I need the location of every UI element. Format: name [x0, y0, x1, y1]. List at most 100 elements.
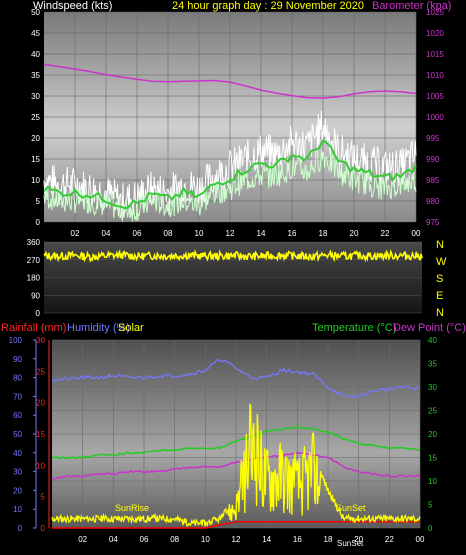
humidity-ytick-label: 80 [13, 374, 22, 383]
sunset-label: SunSet [336, 503, 366, 513]
compass-label: E [436, 290, 443, 302]
wind-xtick-label: 08 [164, 229, 173, 238]
rain-ytick-label: 25 [36, 367, 45, 376]
direction-ytick-label: 180 [27, 274, 41, 283]
wind-mean-series [43, 138, 417, 210]
humidity-ytick-label: 10 [13, 505, 22, 514]
temperature-series [51, 425, 421, 460]
humidity-ytick-label: 70 [13, 392, 22, 401]
temperature-ytick-label: 20 [428, 430, 437, 439]
wind-xtick-label: 18 [319, 229, 328, 238]
temperature-ytick-label: 25 [428, 407, 437, 416]
compass-label: S [436, 273, 443, 285]
sunset-axis-label: SunSet [337, 539, 364, 548]
wind-y-axis: 0 5 10 15 20 25 30 35 40 45 50 [31, 8, 40, 227]
direction-grid [44, 241, 422, 314]
date-title: 24 hour graph day : 29 November 2020 [172, 0, 364, 12]
barometer-ytick-label: 975 [426, 218, 440, 227]
wind-title: Windspeed (kts) [33, 0, 112, 12]
wind-xtick-label: 02 [71, 229, 80, 238]
bottom-xtick-label: 00 [416, 535, 425, 544]
temperature-title: Temperature (°C) [312, 322, 396, 334]
rain-ytick-label: 10 [36, 461, 45, 470]
barometer-ytick-label: 1015 [426, 50, 444, 59]
humidity-ytick-label: 50 [13, 430, 22, 439]
temperature-ytick-label: 5 [428, 501, 433, 510]
direction-series [43, 248, 423, 263]
barometer-title: Barometer (kpa) [372, 0, 451, 12]
temperature-y-axis: 0 5 10 15 20 25 30 35 40 [428, 336, 437, 533]
wind-xtick-label: 20 [350, 229, 359, 238]
bottom-xtick-label: 18 [324, 535, 333, 544]
humidity-ytick-label: 0 [18, 524, 23, 533]
wind-ytick-label: 50 [31, 8, 40, 17]
barometer-ytick-label: 985 [426, 176, 440, 185]
compass-label: W [436, 256, 447, 268]
barometer-y-axis: 975 980 985 990 995 1000 1005 1010 1015 1020 1025 [426, 8, 444, 227]
humidity-ytick-label: 90 [13, 355, 22, 364]
wind-xtick-label: 16 [288, 229, 297, 238]
solar-title: Solar [118, 322, 144, 334]
wind-xtick-label: 14 [257, 229, 266, 238]
wind-xtick-label: 10 [195, 229, 204, 238]
temperature-ytick-label: 0 [428, 524, 433, 533]
bottom-series [51, 358, 421, 529]
wind-direction-series [43, 248, 423, 263]
temperature-ytick-label: 40 [428, 336, 437, 345]
rain-ytick-label: 5 [41, 493, 46, 502]
wind-xtick-label: 22 [381, 229, 390, 238]
humidity-y-axis: 0 10 20 30 40 50 60 70 80 90 100 [9, 336, 36, 533]
bottom-xtick-label: 04 [109, 535, 118, 544]
wind-ytick-label: 35 [31, 71, 40, 80]
bottom-xtick-label: 22 [385, 535, 394, 544]
wind-ytick-label: 0 [36, 218, 41, 227]
wind-average-series [43, 149, 417, 222]
humidity-ytick-label: 30 [13, 468, 22, 477]
barometer-ytick-label: 980 [426, 197, 440, 206]
compass-label: N [436, 239, 444, 251]
wind-ytick-label: 20 [31, 134, 40, 143]
bottom-x-axis: 02 04 06 08 10 12 14 16 18 20 22 00 [78, 535, 425, 544]
humidity-ytick-label: 60 [13, 411, 22, 420]
temperature-ytick-label: 15 [428, 454, 437, 463]
compass-label: N [436, 307, 444, 319]
barometer-ytick-label: 1005 [426, 92, 444, 101]
humidity-ytick-label: 100 [9, 336, 23, 345]
wind-ytick-label: 5 [36, 197, 41, 206]
wind-grid [44, 11, 417, 223]
direction-ytick-label: 360 [27, 238, 41, 247]
wind-gust-series [43, 110, 417, 218]
wind-x-axis: 02 04 06 08 10 12 14 16 18 20 22 00 [71, 229, 421, 238]
humidity-series [51, 358, 421, 399]
temperature-ytick-label: 10 [428, 477, 437, 486]
rainfall-title: Rainfall (mm) [1, 322, 66, 334]
barometer-ytick-label: 1010 [426, 71, 444, 80]
bottom-xtick-label: 08 [170, 535, 179, 544]
bottom-xtick-label: 16 [293, 535, 302, 544]
barometer-ytick-label: 990 [426, 155, 440, 164]
wind-ytick-label: 40 [31, 50, 40, 59]
dew-point-series [51, 451, 421, 481]
barometer-ytick-label: 1025 [426, 8, 444, 17]
bottom-xtick-label: 14 [262, 535, 271, 544]
temperature-ytick-label: 35 [428, 360, 437, 369]
bottom-xtick-label: 06 [140, 535, 149, 544]
rain-ytick-label: 30 [36, 336, 45, 345]
rain-y-axis: 0 5 10 15 20 25 30 [36, 336, 45, 533]
solar-series [51, 402, 421, 527]
rain-ytick-label: 15 [36, 430, 45, 439]
humidity-ytick-label: 20 [13, 486, 22, 495]
humidity-title: Humidity (%) [67, 322, 130, 334]
wind-ytick-label: 45 [31, 29, 40, 38]
wind-ytick-label: 25 [31, 113, 40, 122]
wind-xtick-label: 06 [133, 229, 142, 238]
bottom-xtick-label: 20 [354, 535, 363, 544]
wind-ytick-label: 15 [31, 155, 40, 164]
wind-series [43, 63, 417, 222]
sunrise-label: SunRise [115, 503, 149, 513]
bottom-xtick-label: 12 [232, 535, 241, 544]
direction-ytick-label: 270 [27, 256, 41, 265]
